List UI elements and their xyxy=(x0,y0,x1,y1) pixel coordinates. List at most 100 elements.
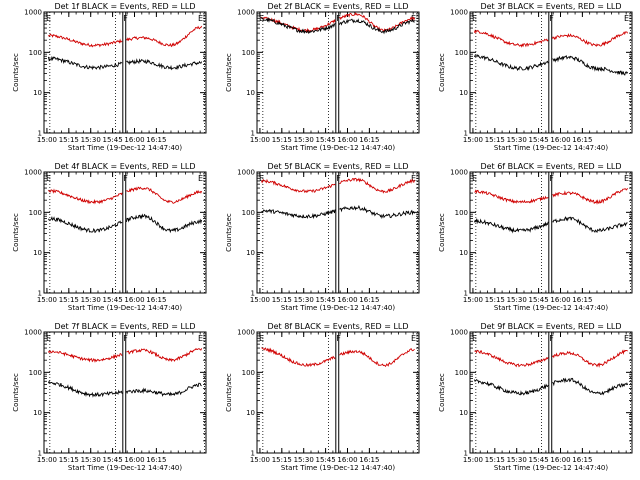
y-tick-label: 1 xyxy=(251,290,255,298)
x-tick-label: 15:30 xyxy=(294,456,314,464)
marker-label-mid: F xyxy=(549,334,554,343)
x-tick-label: 15:45 xyxy=(529,296,549,304)
series-lld-line xyxy=(473,29,628,48)
x-tick-label: 15:00 xyxy=(37,136,57,144)
series-events-line xyxy=(47,55,203,71)
series-lld-line xyxy=(48,25,203,48)
marker-label-left: E xyxy=(472,14,477,23)
x-tick-label: 16:00 xyxy=(550,296,570,304)
x-tick-label: 16:00 xyxy=(337,296,357,304)
x-tick-label: 15:15 xyxy=(485,136,505,144)
y-tick-label: 100 xyxy=(242,49,255,57)
y-tick-label: 100 xyxy=(455,369,468,377)
marker-label-right: E xyxy=(411,334,416,343)
series-lld-line xyxy=(474,188,628,205)
y-tick-label: 1 xyxy=(251,130,255,138)
plot-frame xyxy=(469,11,633,134)
y-tick-label: 10 xyxy=(246,89,255,97)
x-tick-label: 15:15 xyxy=(59,456,79,464)
y-tick-label: 1 xyxy=(464,130,468,138)
series-events-line xyxy=(47,380,202,398)
marker-label-mid: F xyxy=(123,14,128,23)
marker-label-left: E xyxy=(259,334,264,343)
panel-5: Det 5f BLACK = Events, RED = LLD 1 10 100 10… xyxy=(225,162,420,312)
x-tick-label: 16:15 xyxy=(572,456,592,464)
marker-label-right: E xyxy=(411,174,416,183)
y-tick-label: 1000 xyxy=(24,169,42,177)
y-tick-label: 1000 xyxy=(450,329,468,337)
x-tick-label: 15:00 xyxy=(37,296,57,304)
series-events-line xyxy=(261,204,415,220)
y-axis-label: Counts/sec xyxy=(12,213,20,252)
y-axis-label: Counts/sec xyxy=(12,373,20,412)
panel-title: Det 4f BLACK = Events, RED = LLD xyxy=(54,162,195,171)
y-tick-label: 1000 xyxy=(450,9,468,17)
x-tick-label: 15:30 xyxy=(294,136,314,144)
series-events-line xyxy=(473,54,628,76)
y-axis-label: Counts/sec xyxy=(225,213,233,252)
y-tick-label: 1000 xyxy=(450,169,468,177)
series-events-line xyxy=(473,377,629,396)
x-tick-label: 15:00 xyxy=(463,136,483,144)
panel-title: Det 9f BLACK = Events, RED = LLD xyxy=(480,322,621,331)
x-tick-label: 15:00 xyxy=(463,296,483,304)
series-events-line xyxy=(48,213,203,234)
panel-title: Det 8f BLACK = Events, RED = LLD xyxy=(267,322,408,331)
marker-label-left: E xyxy=(46,14,51,23)
panel-9: Det 9f BLACK = Events, RED = LLD 1 10 100 10… xyxy=(438,322,633,472)
marker-label-right: E xyxy=(624,174,629,183)
x-tick-label: 15:45 xyxy=(316,136,336,144)
marker-label-right: E xyxy=(624,14,629,23)
y-tick-label: 10 xyxy=(246,249,255,257)
x-axis-label: Start Time (19-Dec-12 14:47:40) xyxy=(494,464,608,472)
marker-label-mid: F xyxy=(336,14,341,23)
x-tick-label: 16:15 xyxy=(572,296,592,304)
x-axis-label: Start Time (19-Dec-12 14:47:40) xyxy=(281,464,395,472)
x-tick-label: 15:15 xyxy=(59,296,79,304)
marker-label-right: E xyxy=(198,14,203,23)
y-tick-label: 1 xyxy=(464,290,468,298)
y-axis-label: Counts/sec xyxy=(438,213,446,252)
marker-label-right: E xyxy=(198,174,203,183)
x-tick-label: 15:30 xyxy=(81,296,101,304)
y-tick-label: 1000 xyxy=(24,9,42,17)
x-tick-label: 16:00 xyxy=(337,456,357,464)
panel-title: Det 6f BLACK = Events, RED = LLD xyxy=(480,162,621,171)
y-tick-label: 100 xyxy=(455,49,468,57)
x-tick-label: 15:30 xyxy=(294,296,314,304)
series-lld-line xyxy=(474,349,628,368)
x-tick-label: 16:00 xyxy=(550,136,570,144)
series-lld-line xyxy=(47,347,203,363)
marker-label-mid: F xyxy=(123,174,128,183)
panel-4: Det 4f BLACK = Events, RED = LLD 1 10 100 10… xyxy=(12,162,207,312)
y-axis-label: Counts/sec xyxy=(225,373,233,412)
x-tick-label: 15:45 xyxy=(103,296,123,304)
x-tick-label: 15:00 xyxy=(250,136,270,144)
x-tick-label: 15:45 xyxy=(103,456,123,464)
x-tick-label: 16:00 xyxy=(550,456,570,464)
x-tick-label: 15:15 xyxy=(272,296,292,304)
x-tick-label: 16:15 xyxy=(359,296,379,304)
x-tick-label: 16:15 xyxy=(359,456,379,464)
panel-title: Det 3f BLACK = Events, RED = LLD xyxy=(480,2,621,11)
plot-frame xyxy=(43,171,207,294)
x-axis-label: Start Time (19-Dec-12 14:47:40) xyxy=(68,464,182,472)
marker-label-mid: F xyxy=(549,14,554,23)
panel-1: Det 1f BLACK = Events, RED = LLD 1 10 100 10… xyxy=(12,2,207,152)
x-tick-label: 15:00 xyxy=(250,296,270,304)
panel-title: Det 5f BLACK = Events, RED = LLD xyxy=(267,162,408,171)
y-tick-label: 10 xyxy=(459,89,468,97)
panel-3: Det 3f BLACK = Events, RED = LLD 1 10 100 10… xyxy=(438,2,633,152)
x-tick-label: 16:15 xyxy=(359,136,379,144)
x-tick-label: 15:45 xyxy=(529,136,549,144)
y-tick-label: 100 xyxy=(455,209,468,217)
series-lld-line xyxy=(261,347,415,368)
x-tick-label: 15:45 xyxy=(316,456,336,464)
y-axis-label: Counts/sec xyxy=(438,373,446,412)
plot-frame xyxy=(256,171,420,294)
y-tick-label: 1000 xyxy=(237,329,255,337)
panel-7: Det 7f BLACK = Events, RED = LLD 1 10 100 10… xyxy=(12,322,207,472)
x-tick-label: 16:15 xyxy=(146,136,166,144)
y-tick-label: 100 xyxy=(242,369,255,377)
